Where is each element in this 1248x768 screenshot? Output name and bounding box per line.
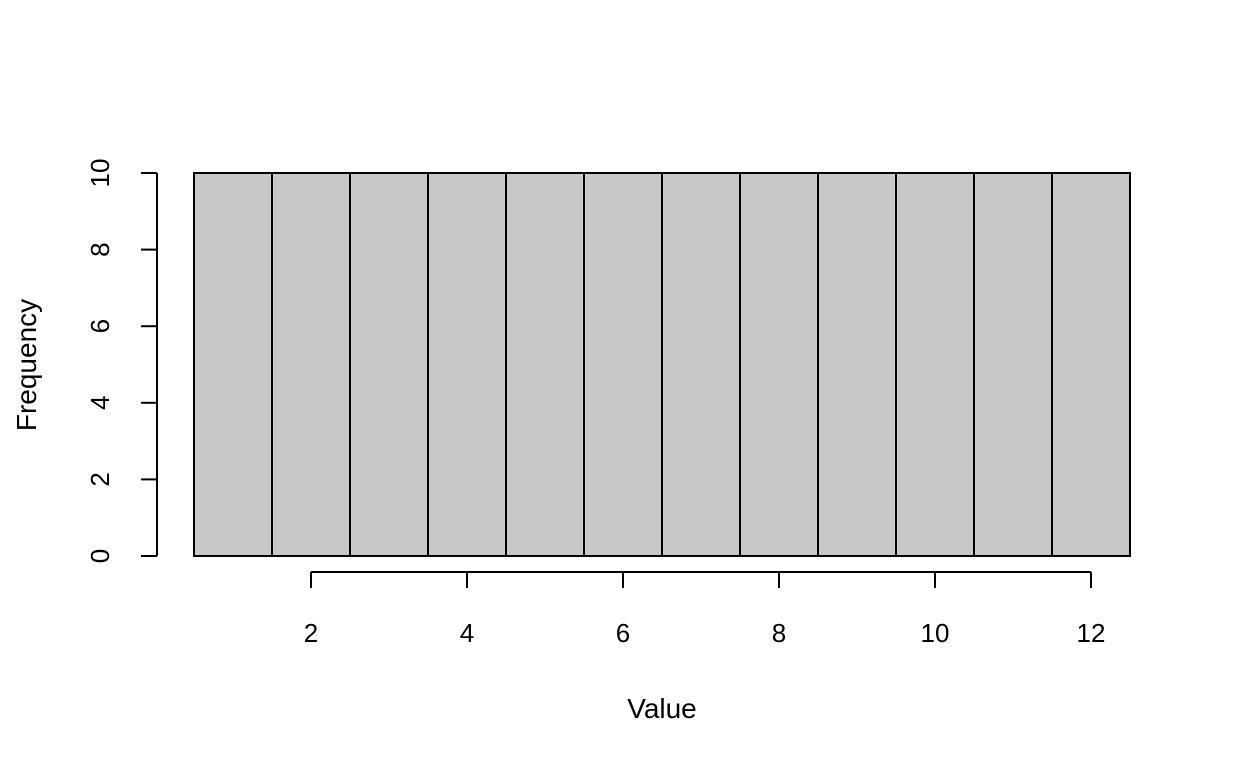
x-tick-label: 2 — [304, 618, 318, 648]
y-axis-label: Frequency — [11, 299, 42, 431]
histogram-bar — [505, 172, 585, 557]
histogram-bars — [193, 172, 1131, 557]
x-tick-label: 10 — [921, 618, 950, 648]
histogram-bar — [427, 172, 507, 557]
x-tick-label: 6 — [616, 618, 630, 648]
histogram-bar — [661, 172, 741, 557]
x-tick-label: 12 — [1077, 618, 1106, 648]
histogram-bar — [193, 172, 273, 557]
histogram-bar — [895, 172, 975, 557]
histogram-bar — [271, 172, 351, 557]
y-tick-label: 2 — [85, 472, 115, 486]
y-tick-label: 8 — [85, 242, 115, 256]
histogram-bar — [583, 172, 663, 557]
histogram-bar — [817, 172, 897, 557]
x-tick-label: 4 — [460, 618, 474, 648]
histogram-bar — [973, 172, 1053, 557]
y-tick-label: 0 — [85, 549, 115, 563]
histogram-bar — [1051, 172, 1131, 557]
histogram-bar — [739, 172, 819, 557]
y-axis: 0 2 4 6 8 10 — [85, 159, 158, 563]
x-tick-label: 8 — [772, 618, 786, 648]
x-axis: 2 4 6 8 10 12 — [304, 571, 1106, 648]
y-tick-label: 6 — [85, 319, 115, 333]
y-tick-label: 10 — [85, 159, 115, 188]
x-axis-label: Value — [627, 693, 697, 724]
histogram-bar — [349, 172, 429, 557]
y-tick-label: 4 — [85, 396, 115, 410]
